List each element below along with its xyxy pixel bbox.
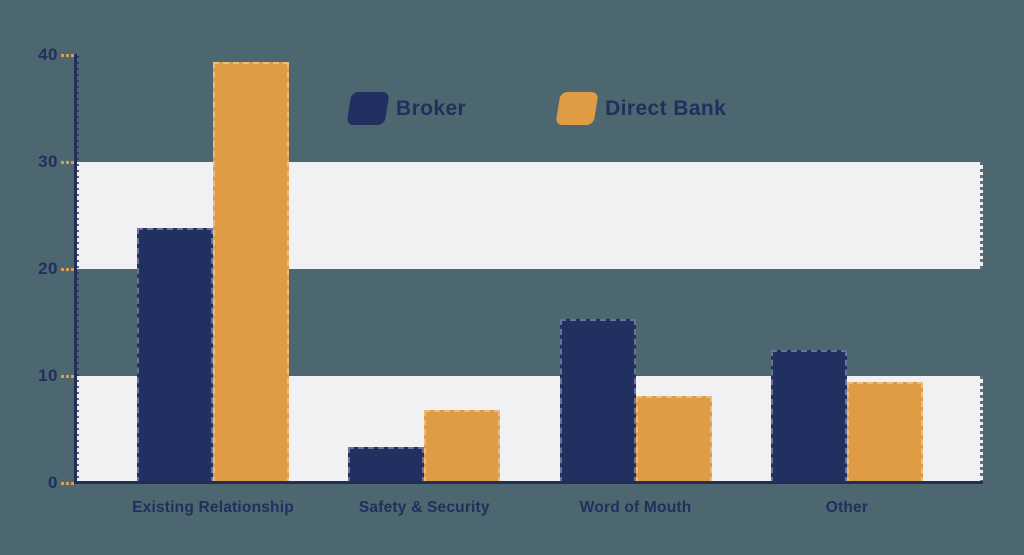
y-axis-label: 0 <box>48 473 58 492</box>
bar-broker-word-of-mouth <box>559 319 636 483</box>
chart-legend: Broker Direct Bank <box>346 92 727 125</box>
bar-broker-safety-security <box>348 446 425 483</box>
y-axis-label: 10 <box>38 366 58 385</box>
y-axis-line <box>74 54 77 483</box>
bar-direct-bank-word-of-mouth <box>635 396 712 483</box>
y-axis-label: 20 <box>38 259 58 278</box>
broker-swatch-icon <box>346 92 390 125</box>
x-axis-line <box>74 481 983 484</box>
y-axis-minor-ticks <box>77 56 79 482</box>
x-axis-label-existing-relationship: Existing Relationship <box>132 499 294 516</box>
y-axis-label: 40 <box>38 45 58 64</box>
direct-bank-swatch-icon <box>555 92 599 125</box>
x-axis-label-word-of-mouth: Word of Mouth <box>579 499 692 516</box>
y-axis-tick <box>61 482 75 485</box>
legend-item-broker: Broker <box>346 92 467 125</box>
legend-item-direct-bank: Direct Bank <box>555 92 727 125</box>
y-axis-tick <box>61 161 75 164</box>
y-axis-tick <box>61 268 75 271</box>
bar-broker-other <box>770 350 847 483</box>
x-axis-label-other: Other <box>825 499 869 516</box>
bar-direct-bank-other <box>846 382 923 483</box>
bar-direct-bank-safety-security <box>424 410 501 483</box>
bar-broker-existing-relationship <box>137 228 213 483</box>
bar-direct-bank-existing-relationship <box>213 62 289 483</box>
legend-label-broker: Broker <box>396 97 467 120</box>
x-axis-label-safety-security: Safety & Security <box>358 499 490 516</box>
y-axis-tick <box>61 375 75 378</box>
y-axis-tick <box>61 54 75 57</box>
y-axis-label: 30 <box>38 152 58 171</box>
legend-label-direct-bank: Direct Bank <box>605 97 727 120</box>
